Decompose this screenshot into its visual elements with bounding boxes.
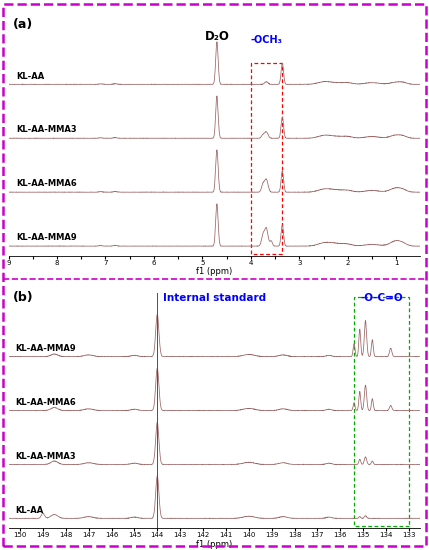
Text: KL-AA-MMA9: KL-AA-MMA9 [15, 344, 76, 353]
Text: -OCH₃: -OCH₃ [251, 35, 282, 45]
Text: KL-AA-MMA3: KL-AA-MMA3 [16, 125, 76, 134]
Text: D₂O: D₂O [205, 30, 230, 43]
Text: (a): (a) [13, 18, 33, 31]
Text: KL-AA-MMA3: KL-AA-MMA3 [15, 452, 76, 460]
Text: KL-AA: KL-AA [15, 505, 44, 514]
Text: KL-AA-MMA6: KL-AA-MMA6 [16, 179, 77, 188]
Text: Internal standard: Internal standard [163, 293, 266, 303]
Bar [251, 63, 282, 254]
Text: -O-C=O: -O-C=O [360, 293, 403, 303]
Text: KL-AA: KL-AA [16, 72, 44, 80]
Bar [354, 297, 409, 526]
Text: (b): (b) [13, 290, 33, 304]
X-axis label: f1 (ppm): f1 (ppm) [196, 540, 233, 548]
Text: KL-AA-MMA6: KL-AA-MMA6 [15, 398, 76, 406]
Text: KL-AA-MMA9: KL-AA-MMA9 [16, 233, 76, 242]
X-axis label: f1 (ppm): f1 (ppm) [196, 267, 233, 276]
